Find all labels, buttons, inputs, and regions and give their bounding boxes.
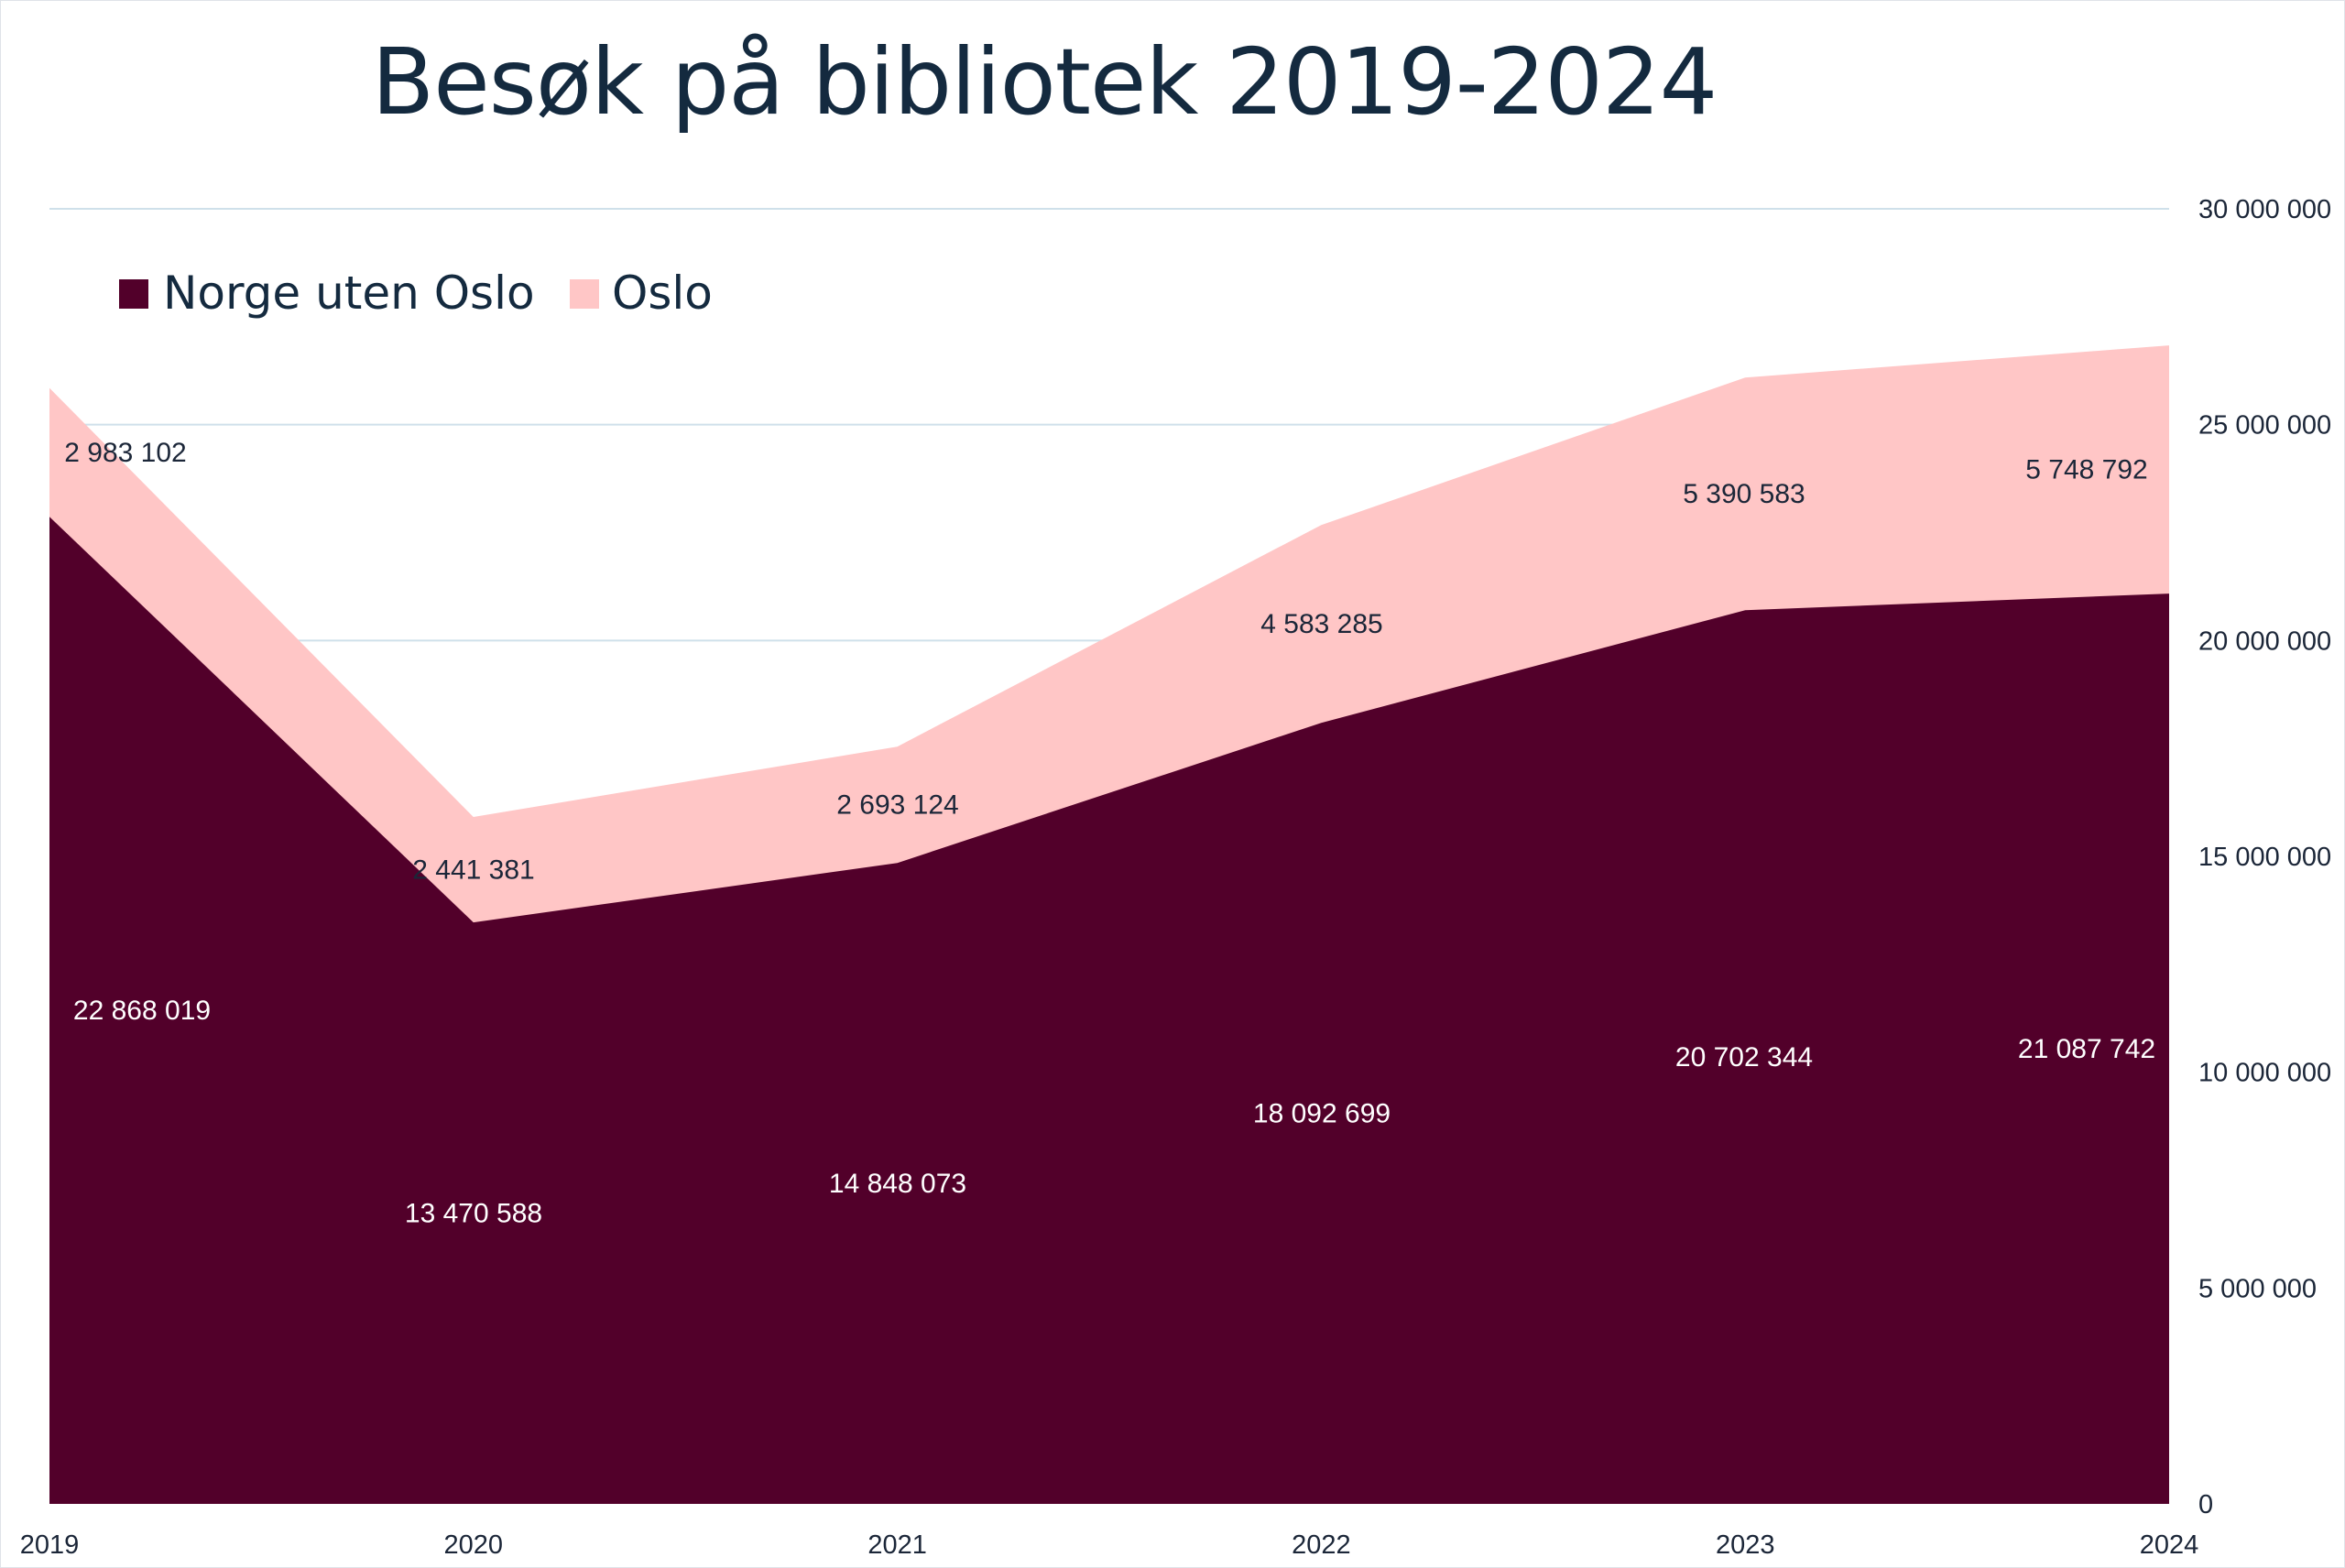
data-label-oslo: 4 583 285: [1260, 609, 1382, 639]
x-tick-label: 2019: [20, 1530, 80, 1560]
area-series: [49, 345, 2169, 1505]
y-tick-label: 20 000 000: [2198, 626, 2331, 656]
x-tick-label: 2021: [867, 1530, 927, 1560]
data-label-norge-uten-oslo: 20 702 344: [1675, 1042, 1813, 1073]
x-tick-label: 2020: [444, 1530, 504, 1560]
y-tick-label: 10 000 000: [2198, 1059, 2331, 1088]
chart-title: Besøk på bibliotek 2019-2024: [371, 28, 1718, 136]
data-label-oslo: 5 390 583: [1683, 479, 1805, 509]
y-tick-label: 30 000 000: [2198, 195, 2331, 224]
data-label-norge-uten-oslo: 14 848 073: [829, 1169, 966, 1199]
y-axis: 0 5 000 000 10 000 000 15 000 000 20 000 000…: [2198, 195, 2331, 1519]
data-label-oslo: 2 441 381: [412, 855, 534, 886]
data-label-norge-uten-oslo: 18 092 699: [1253, 1099, 1391, 1129]
area-norge-uten-oslo: [49, 517, 2169, 1505]
x-tick-label: 2024: [2140, 1530, 2199, 1560]
data-labels: 22 868 019 13 470 588 14 848 073 18 092 699…: [64, 438, 2155, 1229]
legend: Norge uten Oslo Oslo: [119, 267, 713, 320]
y-tick-label: 25 000 000: [2198, 411, 2331, 441]
data-label-norge-uten-oslo: 13 470 588: [405, 1199, 542, 1229]
x-tick-label: 2023: [1716, 1530, 1775, 1560]
legend-label-norge-uten-oslo: Norge uten Oslo: [163, 267, 535, 320]
legend-swatch-oslo: [570, 279, 599, 309]
data-label-oslo: 2 693 124: [836, 790, 958, 821]
x-tick-label: 2022: [1292, 1530, 1351, 1560]
data-label-oslo: 2 983 102: [64, 438, 186, 468]
y-tick-label: 0: [2198, 1490, 2213, 1519]
data-label-norge-uten-oslo: 21 087 742: [2018, 1034, 2155, 1064]
data-label-norge-uten-oslo: 22 868 019: [73, 996, 211, 1026]
y-tick-label: 5 000 000: [2198, 1274, 2317, 1303]
legend-swatch-norge-uten-oslo: [119, 279, 148, 309]
y-tick-label: 15 000 000: [2198, 843, 2331, 872]
x-axis: 2019 2020 2021 2022 2023 2024: [20, 1530, 2199, 1560]
legend-label-oslo: Oslo: [612, 267, 713, 320]
data-label-oslo: 5 748 792: [2025, 455, 2147, 485]
